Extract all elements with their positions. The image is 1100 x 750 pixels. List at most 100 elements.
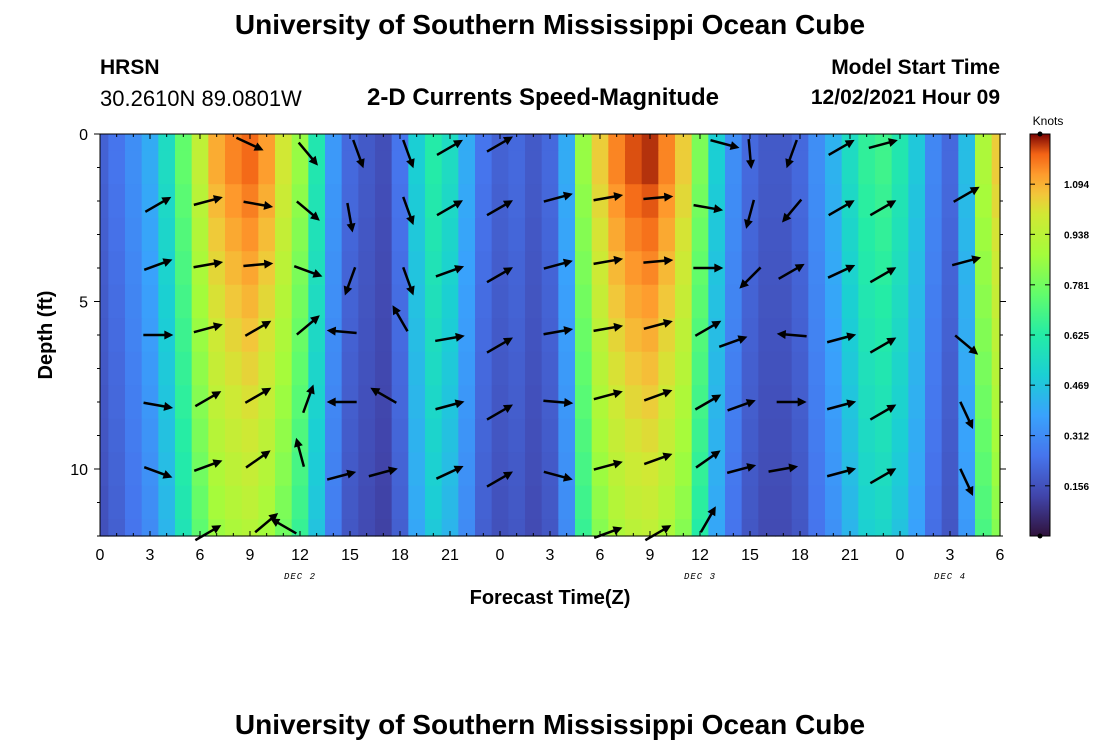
vector-head: [312, 269, 323, 278]
heatmap-cell: [675, 150, 693, 185]
heatmap-cell: [441, 385, 459, 420]
vector-shaft: [543, 193, 569, 203]
heatmap-cell: [591, 318, 609, 353]
heatmap-cell: [575, 217, 593, 252]
heatmap-cell: [658, 418, 676, 453]
heatmap-cell: [475, 284, 493, 319]
current-vector: [746, 139, 756, 170]
heatmap-cell: [191, 519, 209, 537]
vector-head: [387, 466, 398, 476]
heatmap-cell: [925, 418, 943, 453]
x-tick-label: 3: [946, 547, 955, 564]
heatmap-cell: [825, 251, 843, 286]
heatmap-cell: [825, 385, 843, 420]
heatmap-cell: [441, 318, 459, 353]
heatmap-cell: [608, 184, 626, 219]
heatmap-cell: [975, 134, 993, 152]
vector-shaft: [643, 390, 669, 402]
heatmap-cell: [158, 351, 176, 386]
heatmap-cell: [891, 351, 909, 386]
heatmap-cell: [808, 284, 826, 319]
vector-head: [162, 258, 173, 267]
heatmap-cell: [325, 134, 343, 152]
heatmap-cell: [791, 519, 809, 537]
heatmap-cell: [441, 418, 459, 453]
heatmap-cell: [941, 452, 959, 487]
heatmap-cell: [491, 519, 509, 537]
heatmap-cell: [208, 150, 226, 185]
heatmap-cell: [625, 217, 643, 252]
current-vector: [744, 199, 756, 229]
heatmap-cell: [875, 134, 893, 152]
heatmap-cell: [725, 418, 743, 453]
vector-head: [406, 158, 415, 169]
vector-shaft: [695, 452, 718, 469]
vector-shaft: [693, 203, 719, 211]
vector-shaft: [694, 395, 718, 411]
heatmap-cell: [458, 184, 476, 219]
vector-shaft: [486, 137, 510, 153]
heatmap-cell: [775, 284, 793, 319]
heatmap-cell: [158, 452, 176, 487]
heatmap-cell: [358, 519, 376, 537]
heatmap-cell: [958, 318, 976, 353]
vector-head: [261, 387, 272, 397]
heatmap-cell: [958, 217, 976, 252]
current-vector: [644, 525, 672, 542]
current-vector: [593, 255, 624, 266]
heatmap-cell: [925, 485, 943, 520]
heatmap-cell: [191, 351, 209, 386]
heatmap-cell: [525, 452, 543, 487]
heatmap-cell: [441, 284, 459, 319]
heatmap-cell: [175, 184, 193, 219]
heatmap-cell: [691, 217, 709, 252]
heatmap-cell: [208, 351, 226, 386]
heatmap-cell: [641, 150, 659, 185]
vector-shaft: [643, 195, 669, 201]
vector-head: [746, 159, 756, 170]
current-vector: [593, 192, 624, 202]
current-vector: [235, 136, 264, 151]
heatmap-cell: [475, 452, 493, 487]
heatmap-cell: [591, 385, 609, 420]
heatmap-cell: [791, 134, 809, 152]
vector-shaft: [643, 321, 669, 331]
current-vector: [869, 267, 897, 284]
vector-head: [343, 285, 353, 296]
current-vector: [826, 332, 857, 344]
vector-head: [306, 384, 315, 395]
heatmap-cell: [758, 284, 776, 319]
current-vector: [243, 200, 274, 210]
heatmap-cell: [958, 150, 976, 185]
heatmap-cell: [175, 134, 193, 152]
heatmap-cell: [275, 452, 293, 487]
current-vector: [245, 450, 271, 469]
heatmap-cell: [375, 251, 393, 286]
heatmap-cell: [708, 351, 726, 386]
heatmap-cell: [208, 217, 226, 252]
heatmap-cell: [708, 519, 726, 537]
heatmap-cell: [858, 351, 876, 386]
heatmap-cell: [608, 452, 626, 487]
heatmap-cell: [158, 519, 176, 537]
heatmap-cell: [141, 485, 159, 520]
vector-shaft: [778, 265, 801, 280]
current-vector: [776, 397, 807, 407]
heatmap-cell: [275, 485, 293, 520]
heatmap-cell: [341, 519, 359, 537]
heatmap-cell: [108, 217, 126, 252]
heatmap-cell: [725, 452, 743, 487]
vector-shaft: [787, 139, 798, 164]
current-vector: [370, 387, 397, 404]
vector-shaft: [826, 401, 852, 411]
heatmap-cell: [158, 251, 176, 286]
vector-head: [729, 141, 740, 150]
current-vector: [828, 139, 855, 156]
heatmap-cell: [791, 485, 809, 520]
heatmap-cell: [375, 184, 393, 219]
vector-head: [211, 391, 222, 400]
heatmap-cell: [141, 134, 159, 152]
heatmap-cell: [908, 318, 926, 353]
heatmap-cell: [358, 150, 376, 185]
heatmap-cell: [325, 217, 343, 252]
